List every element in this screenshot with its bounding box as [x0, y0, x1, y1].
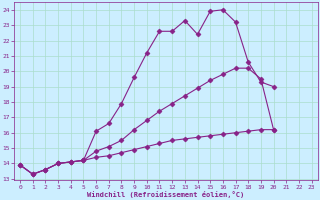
X-axis label: Windchill (Refroidissement éolien,°C): Windchill (Refroidissement éolien,°C) [87, 191, 244, 198]
